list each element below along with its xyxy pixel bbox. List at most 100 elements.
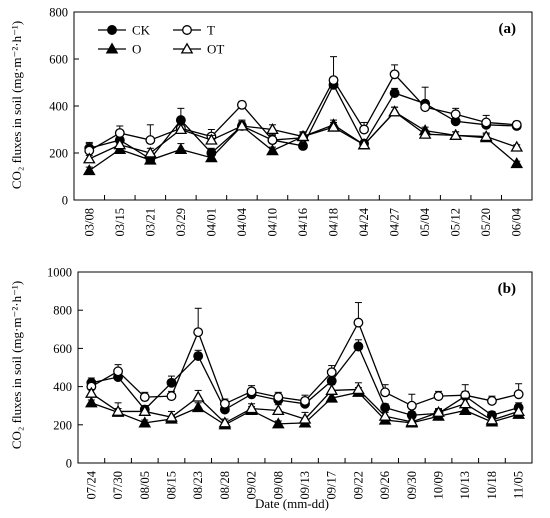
- data-point: [144, 153, 157, 165]
- x-tick-label: 09/13: [298, 471, 312, 499]
- data-point: [418, 127, 432, 139]
- data-point: [353, 317, 364, 328]
- legend-marker: [180, 42, 194, 54]
- data-point: [111, 404, 125, 416]
- data-point: [325, 391, 339, 403]
- series-line: [91, 321, 519, 407]
- y-tick-label: 400: [53, 380, 72, 394]
- data-point: [485, 413, 499, 425]
- data-point: [359, 124, 370, 135]
- data-point: [236, 99, 247, 110]
- data-point: [85, 386, 98, 398]
- legend-label: OT: [207, 42, 224, 57]
- data-point: [388, 105, 401, 117]
- data-point: [138, 416, 152, 428]
- data-point: [113, 138, 127, 150]
- data-point: [205, 133, 218, 145]
- series-t: [86, 302, 524, 411]
- data-point: [166, 377, 177, 388]
- data-point: [433, 391, 444, 402]
- data-point: [219, 398, 230, 409]
- data-point: [174, 122, 188, 135]
- series-ot: [82, 105, 524, 164]
- data-point: [273, 392, 284, 403]
- y-tick-label: 0: [66, 457, 72, 471]
- data-point: [145, 135, 156, 146]
- x-tick-label: 05/04: [418, 207, 432, 236]
- data-point: [432, 405, 445, 417]
- data-point: [174, 142, 188, 155]
- y-tick-label: 600: [49, 53, 68, 67]
- data-point: [325, 383, 339, 395]
- x-tick-label: 03/15: [113, 208, 127, 236]
- data-point: [353, 341, 364, 352]
- y-tick-label: 400: [49, 100, 68, 114]
- data-point: [139, 392, 150, 403]
- data-point: [267, 135, 278, 146]
- x-tick-label: 09/22: [351, 471, 365, 499]
- data-point: [82, 152, 96, 164]
- data-point: [380, 387, 391, 398]
- series-ot: [85, 382, 525, 428]
- data-point: [420, 102, 431, 113]
- data-point: [405, 415, 419, 427]
- x-tick-label: 07/24: [84, 470, 98, 499]
- data-point: [458, 403, 472, 416]
- data-point: [357, 138, 371, 150]
- legend-marker: [107, 25, 117, 35]
- data-point: [458, 397, 472, 409]
- data-point: [510, 140, 524, 152]
- data-point: [481, 117, 492, 128]
- series-ck: [86, 339, 524, 421]
- legend-label: T: [207, 23, 215, 38]
- x-tick-label: 04/04: [235, 207, 249, 236]
- data-point: [326, 375, 337, 386]
- plot-frame: [77, 271, 533, 464]
- y-axis-label: CO₂ fluxes in soil (mg·m⁻²·h⁻¹): [9, 21, 24, 189]
- legend-marker: [182, 25, 192, 35]
- x-tick-label: 04/18: [327, 208, 341, 236]
- data-point: [449, 128, 462, 140]
- data-point: [328, 75, 339, 86]
- data-point: [166, 391, 177, 402]
- x-tick-label: 03/08: [82, 208, 96, 236]
- y-tick-label: 200: [53, 418, 72, 432]
- x-tick-label: 04/16: [296, 208, 310, 236]
- data-point: [193, 351, 204, 361]
- x-tick-label: 08/23: [191, 471, 205, 499]
- data-point: [266, 144, 279, 156]
- x-tick-label: 06/04: [510, 207, 524, 236]
- data-point: [271, 403, 285, 416]
- data-point: [298, 412, 312, 424]
- x-tick-label: 08/28: [218, 471, 232, 499]
- x-tick-label: 04/01: [204, 208, 218, 236]
- data-point: [378, 409, 392, 421]
- data-point: [298, 140, 308, 151]
- data-point: [138, 404, 152, 416]
- data-point: [144, 146, 157, 158]
- x-tick-label: 11/05: [512, 471, 526, 499]
- data-point: [300, 395, 310, 406]
- x-tick-label: 09/08: [271, 471, 285, 499]
- data-point: [406, 400, 417, 411]
- x-tick-label: 09/17: [325, 471, 339, 499]
- data-point: [205, 151, 218, 163]
- y-axis-label: CO₂ fluxes in soil (mg·m⁻²·h⁻¹): [9, 281, 24, 449]
- x-tick-label: 04/24: [357, 207, 371, 236]
- data-point: [326, 367, 337, 378]
- y-tick-label: 800: [53, 304, 72, 318]
- panel-label: (a): [499, 21, 517, 37]
- panel-label: (b): [498, 281, 516, 297]
- y-tick-label: 800: [49, 6, 68, 20]
- y-tick-label: 200: [49, 147, 68, 161]
- data-point: [511, 119, 522, 130]
- plot-frame: [73, 11, 533, 201]
- panel-b: 0 200 400 600 800 1000 07/24 07/30 08/05 08/15 08/…: [47, 266, 533, 499]
- data-point: [486, 395, 497, 406]
- data-point: [296, 130, 310, 142]
- x-tick-label: 03/29: [174, 208, 188, 236]
- x-tick-label: 10/13: [458, 471, 472, 499]
- x-tick-label: 10/09: [432, 471, 446, 499]
- x-tick-label: 04/27: [388, 208, 402, 236]
- data-point: [235, 119, 249, 131]
